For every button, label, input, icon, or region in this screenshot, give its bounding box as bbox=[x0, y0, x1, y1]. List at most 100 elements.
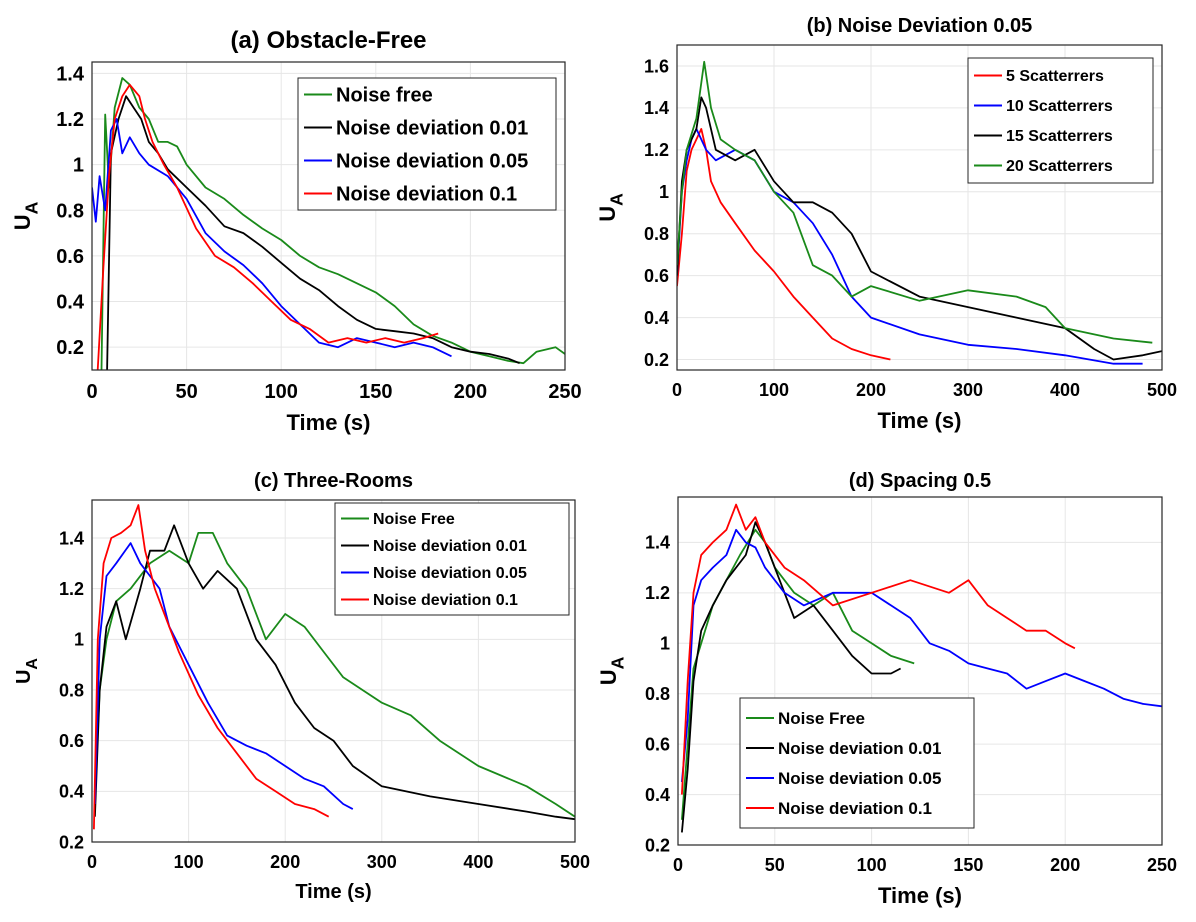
chart-title: (c) Three-Rooms bbox=[254, 470, 413, 492]
y-tick-label: 0.4 bbox=[56, 292, 85, 314]
x-tick-label: 100 bbox=[857, 855, 887, 875]
x-tick-label: 300 bbox=[953, 380, 983, 400]
x-tick-label: 150 bbox=[359, 381, 392, 403]
chart-d: 0 50 100 150 200 250 0.2 0.4 0.6 0.8 1 1.2 1.4 (d) Sp… bbox=[596, 470, 1177, 908]
legend-entry: Noise deviation 0.1 bbox=[778, 799, 932, 818]
legend: Noise Free Noise deviation 0.01 Noise devi… bbox=[739, 697, 975, 829]
y-tick-label: 0.6 bbox=[644, 266, 669, 286]
legend-entry: Noise deviation 0.1 bbox=[373, 592, 518, 609]
legend: Noise free Noise deviation 0.01 Noise devi… bbox=[297, 77, 557, 211]
x-tick-label: 150 bbox=[953, 855, 983, 875]
x-axis-label: Time (s) bbox=[295, 881, 371, 903]
y-axis-label-main: U bbox=[596, 669, 621, 685]
series-line-noise-deviation-0-05 bbox=[681, 528, 1162, 783]
y-tick-label: 1 bbox=[74, 630, 84, 650]
x-tick-label: 250 bbox=[548, 381, 581, 403]
legend-entry: Noise deviation 0.01 bbox=[336, 118, 528, 140]
legend-entry: 20 Scatterrers bbox=[1006, 158, 1113, 175]
y-axis-label-sub: A bbox=[24, 658, 41, 670]
legend-entry: 5 Scatterrers bbox=[1006, 68, 1104, 85]
x-tick-label: 200 bbox=[856, 380, 886, 400]
series-line-noise-free bbox=[100, 77, 565, 370]
chart-title: (d) Spacing 0.5 bbox=[849, 470, 991, 492]
x-tick-label: 400 bbox=[463, 852, 493, 872]
y-tick-label: 1 bbox=[660, 634, 670, 654]
series-line-noise-deviation-0-01 bbox=[94, 524, 575, 821]
y-tick-label: 0.6 bbox=[56, 246, 84, 268]
y-tick-label: 0.6 bbox=[59, 731, 84, 751]
legend-entry: Noise free bbox=[336, 85, 433, 107]
legend-entry: Noise deviation 0.05 bbox=[336, 151, 528, 173]
legend-entry: Noise Free bbox=[778, 709, 865, 728]
y-tick-label: 0.8 bbox=[59, 680, 84, 700]
y-tick-label: 0.2 bbox=[56, 337, 84, 359]
y-tick-label: 0.8 bbox=[644, 224, 669, 244]
chart-title: (a) Obstacle-Free bbox=[230, 27, 426, 54]
x-tick-label: 0 bbox=[87, 852, 97, 872]
x-tick-label: 300 bbox=[367, 852, 397, 872]
x-axis-label: Time (s) bbox=[878, 408, 962, 433]
y-tick-label: 0.4 bbox=[645, 785, 670, 805]
series-line-5-scatterrers bbox=[677, 128, 891, 361]
x-tick-label: 200 bbox=[270, 852, 300, 872]
y-tick-label: 1.4 bbox=[644, 98, 669, 118]
y-axis-label: UA bbox=[13, 658, 41, 684]
y-tick-label: 0.4 bbox=[644, 308, 669, 328]
x-tick-label: 500 bbox=[560, 852, 590, 872]
y-tick-label: 0.2 bbox=[59, 832, 84, 852]
y-tick-label: 1.4 bbox=[59, 528, 84, 548]
x-tick-label: 400 bbox=[1050, 380, 1080, 400]
y-tick-label: 0.2 bbox=[645, 835, 670, 855]
x-tick-label: 500 bbox=[1147, 380, 1177, 400]
y-tick-label: 0.8 bbox=[645, 684, 670, 704]
chart-a: 0 50 100 150 200 250 0.2 0.4 0.6 0.8 1 1.2 1.4 (a) Ob… bbox=[10, 27, 582, 435]
series-line-noise-deviation-0-1 bbox=[96, 83, 439, 370]
legend-box bbox=[297, 77, 557, 211]
series-line-noise-deviation-0-01 bbox=[106, 95, 520, 370]
x-tick-label: 50 bbox=[175, 381, 197, 403]
y-axis-label: UA bbox=[596, 656, 628, 685]
series-line-noise-deviation-0-1 bbox=[681, 503, 1076, 795]
legend: Noise Free Noise deviation 0.01 Noise devi… bbox=[334, 502, 570, 616]
y-tick-label: 0.4 bbox=[59, 782, 84, 802]
x-tick-label: 200 bbox=[1050, 855, 1080, 875]
legend-box bbox=[967, 57, 1154, 184]
x-tick-label: 250 bbox=[1147, 855, 1177, 875]
y-tick-label: 1.4 bbox=[56, 63, 85, 85]
y-tick-label: 1.6 bbox=[644, 56, 669, 76]
chart-b: 0 100 200 300 400 500 0.2 0.4 0.6 0.8 1 1.2 1.4 1.6 (b… bbox=[595, 15, 1177, 433]
legend-box bbox=[739, 697, 975, 829]
legend-entry: Noise Free bbox=[373, 511, 455, 528]
x-tick-label: 100 bbox=[174, 852, 204, 872]
x-tick-label: 100 bbox=[265, 381, 298, 403]
y-tick-label: 1 bbox=[659, 182, 669, 202]
legend: 5 Scatterrers 10 Scatterrers 15 Scatterrer… bbox=[967, 57, 1154, 184]
y-tick-label: 1.2 bbox=[645, 583, 670, 603]
series-line-15-scatterrers bbox=[677, 96, 1162, 361]
x-tick-label: 200 bbox=[454, 381, 487, 403]
y-tick-label: 0.8 bbox=[56, 200, 84, 222]
y-tick-label: 1.4 bbox=[645, 533, 670, 553]
axes-frame bbox=[91, 499, 576, 843]
chart-title: (b) Noise Deviation 0.05 bbox=[807, 15, 1033, 37]
y-tick-label: 1 bbox=[73, 155, 84, 177]
axes-frame bbox=[677, 496, 1163, 846]
chart-c: 0 100 200 300 400 500 0.2 0.4 0.6 0.8 1 1.2 1.4 (c) T… bbox=[13, 470, 590, 903]
legend-entry: Noise deviation 0.1 bbox=[336, 184, 517, 206]
legend-entry: Noise deviation 0.01 bbox=[373, 538, 527, 555]
series-line-noise-free bbox=[94, 532, 575, 818]
axes-frame bbox=[676, 44, 1163, 371]
series-line-20-scatterrers bbox=[677, 60, 1153, 344]
legend-entry: 10 Scatterrers bbox=[1006, 98, 1113, 115]
axes-frame bbox=[91, 61, 566, 371]
y-axis-label-sub: A bbox=[607, 193, 627, 206]
y-axis-label-sub: A bbox=[608, 656, 628, 669]
y-axis-label-main: U bbox=[595, 206, 620, 222]
y-axis-label-main: U bbox=[10, 214, 35, 230]
y-axis-label: UA bbox=[595, 193, 627, 222]
y-tick-label: 1.2 bbox=[644, 140, 669, 160]
legend-box bbox=[334, 502, 570, 616]
series-line-noise-deviation-0-05 bbox=[94, 542, 354, 810]
legend-entry: 15 Scatterrers bbox=[1006, 128, 1113, 145]
